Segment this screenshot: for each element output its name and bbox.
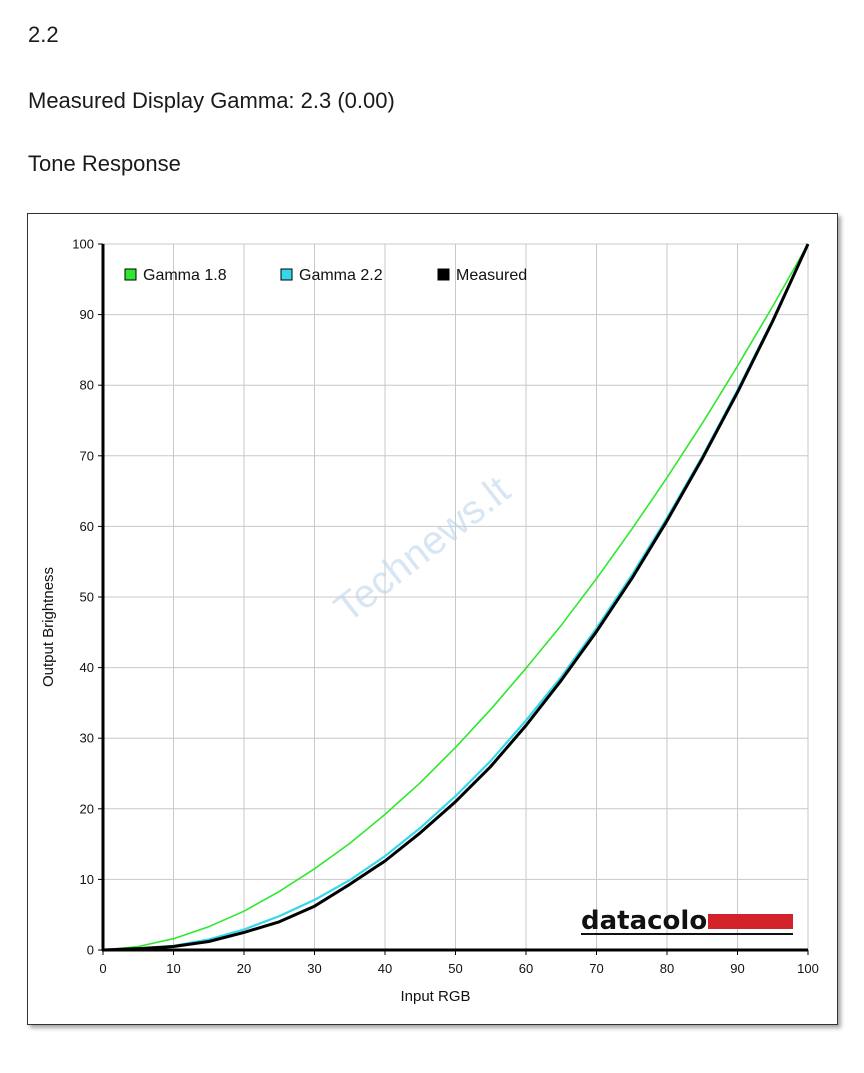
legend: Gamma 1.8 Gamma 2.2 Measured	[124, 267, 527, 284]
x-tick-label: 60	[519, 961, 533, 976]
series-line-1	[102, 243, 809, 951]
y-tick-label: 60	[80, 519, 94, 534]
legend-swatch	[437, 268, 450, 281]
legend-label: Gamma 2.2	[299, 267, 383, 284]
y-tick-label: 40	[80, 660, 94, 675]
x-tick-label: 20	[237, 961, 251, 976]
axes	[98, 243, 809, 955]
y-tick-label: 10	[80, 872, 94, 887]
x-tick-label: 40	[378, 961, 392, 976]
legend-swatch	[124, 268, 137, 281]
x-tick-label: 80	[660, 961, 674, 976]
legend-swatch	[280, 268, 293, 281]
x-tick-label: 70	[589, 961, 603, 976]
x-tick-label: 30	[307, 961, 321, 976]
tone-response-chart: Technews.lt 0 10 20 30 40 50 60 70 80 90 100 0 10 20 3…	[27, 213, 838, 1025]
datacolor-logo: datacolor	[581, 906, 793, 936]
y-tick-label: 80	[80, 378, 94, 393]
y-tick-label: 90	[80, 307, 94, 322]
grid	[102, 243, 809, 951]
y-tick-label: 0	[87, 943, 94, 958]
series-lines	[102, 243, 810, 952]
y-axis-label: Output Brightness	[40, 567, 57, 687]
watermark-text: Technews.lt	[326, 468, 518, 631]
y-tick-label: 30	[80, 731, 94, 746]
legend-label: Gamma 1.8	[143, 267, 227, 284]
measured-gamma-text: Measured Display Gamma: 2.3 (0.00)	[28, 88, 395, 113]
version-text: 2.2	[28, 22, 59, 47]
section-title: Tone Response	[28, 151, 181, 176]
watermark: Technews.lt	[326, 468, 518, 631]
x-tick-label: 90	[730, 961, 744, 976]
legend-label: Measured	[456, 267, 527, 284]
x-tick-label: 0	[99, 961, 106, 976]
y-tick-label: 70	[80, 448, 94, 463]
x-axis-label: Input RGB	[400, 988, 470, 1005]
y-tick-label: 100	[72, 237, 94, 252]
brand-name: datacolor	[581, 906, 720, 936]
tick-labels: 0 10 20 30 40 50 60 70 80 90 100 0 10 20 30 40 50 60 70 80 9…	[72, 237, 819, 977]
y-tick-label: 50	[80, 590, 94, 605]
chart-canvas: Technews.lt 0 10 20 30 40 50 60 70 80 90 100 0 10 20 3…	[40, 237, 819, 1006]
x-tick-label: 10	[166, 961, 180, 976]
series-line-3	[102, 243, 810, 952]
x-tick-label: 50	[448, 961, 462, 976]
brand-bar	[708, 914, 793, 929]
x-tick-label: 100	[797, 961, 819, 976]
y-tick-label: 20	[80, 801, 94, 816]
